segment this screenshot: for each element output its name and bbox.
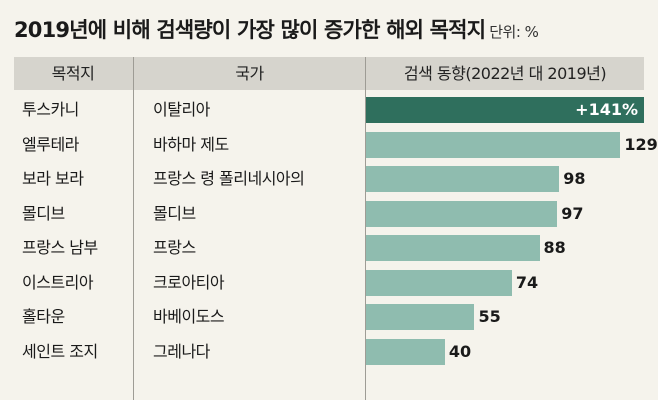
bar (366, 269, 512, 296)
table-header: 목적지 국가 검색 동향(2022년 대 2019년) (14, 57, 644, 90)
destination-label: 프랑스 남부 (22, 238, 98, 257)
country-label: 그레나다 (153, 341, 210, 361)
destination-label: 세인트 조지 (22, 341, 98, 361)
header-search-trend: 검색 동향(2022년 대 2019년) (403, 64, 607, 83)
value-label: 55 (478, 307, 501, 326)
destination-label: 홀타운 (22, 307, 65, 326)
bar (366, 131, 621, 158)
value-label: +141% (575, 100, 638, 119)
country-label: 몰디브 (153, 203, 196, 223)
table-row: 보라 보라 프랑스 령 폴리네시아의 98 (0, 163, 658, 195)
country-label: 프랑스 (153, 238, 196, 257)
table-row: 엘루테라 바하마 제도 129 (0, 129, 658, 161)
table-row: 이스트리아 크로아티아 74 (0, 267, 658, 299)
value-label: 98 (563, 169, 586, 188)
value-label: 40 (448, 341, 472, 361)
table-row: 프랑스 남부 프랑스 88 (0, 232, 658, 264)
country-label: 크로아티아 (153, 272, 225, 292)
table-row: 몰디브 몰디브 97 (0, 198, 658, 230)
header-destination: 목적지 (51, 64, 95, 83)
country-label: 프랑스 령 폴리네시아의 (153, 169, 305, 188)
destination-label: 이스트리아 (22, 272, 94, 292)
bar (366, 304, 475, 330)
table-row: 세인트 조지 그레나다 40 (0, 336, 658, 368)
column-divider-2 (365, 57, 366, 400)
country-label: 이탈리아 (153, 100, 210, 119)
chart-title: 2019년에 비해 검색량이 가장 많이 증가한 해외 목적지 단위: % (14, 14, 539, 44)
unit-label: 단위: % (489, 23, 539, 41)
value-label: 74 (515, 272, 539, 292)
destination-label: 엘루테라 (22, 134, 79, 154)
table-row: 투스카니 이탈리아 +141% (0, 94, 658, 126)
value-label: 88 (543, 238, 566, 257)
country-label: 바베이도스 (153, 307, 225, 326)
bar (366, 200, 558, 227)
destination-label: 보라 보라 (22, 169, 84, 188)
header-country: 국가 (235, 64, 264, 83)
bar (366, 166, 560, 192)
value-label: 129 (624, 134, 658, 154)
value-label: 97 (561, 203, 584, 223)
table-row: 홀타운 바베이도스 55 (0, 301, 658, 333)
column-divider-1 (133, 57, 134, 400)
bar (366, 97, 644, 123)
country-label: 바하마 제도 (153, 134, 229, 154)
destination-label: 몰디브 (22, 203, 65, 223)
chart-title-text: 2019년에 비해 검색량이 가장 많이 증가한 해외 목적지 (14, 18, 486, 42)
bar (366, 235, 540, 261)
bar (366, 338, 445, 365)
destination-label: 투스카니 (22, 100, 79, 119)
